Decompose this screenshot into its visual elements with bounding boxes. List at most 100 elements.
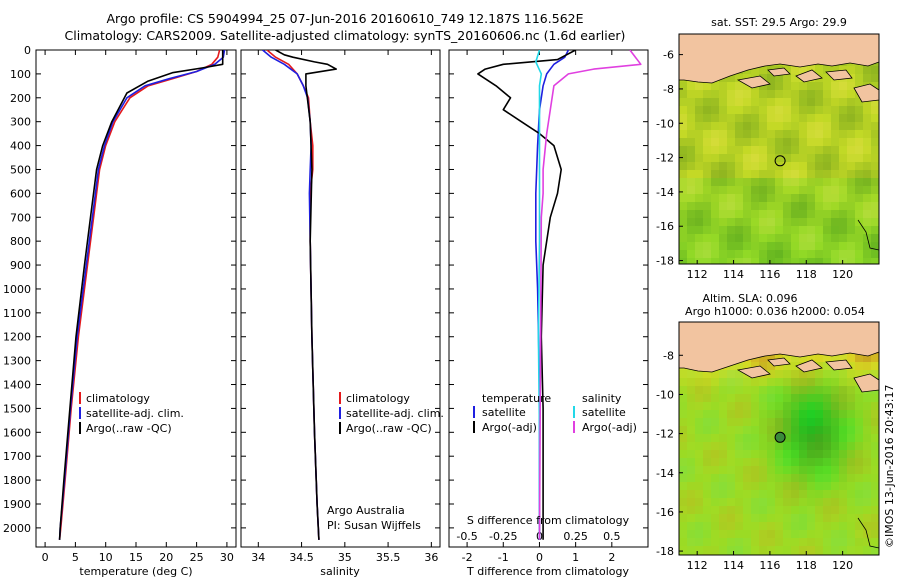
map-cell — [831, 418, 839, 426]
map-cell — [783, 98, 791, 106]
map-cell — [687, 426, 695, 434]
map-cell — [711, 218, 719, 226]
map-cell — [831, 258, 839, 264]
map-cell — [759, 122, 767, 130]
legend-label-climatology: climatology — [346, 392, 410, 405]
map-cell — [775, 202, 783, 210]
map-cell — [855, 66, 863, 74]
map-cell — [687, 482, 695, 490]
map-cell — [735, 154, 743, 162]
map-cell — [815, 210, 823, 218]
map-cell — [711, 514, 719, 522]
map-cell — [863, 426, 871, 434]
y-tick-label: 700 — [10, 211, 31, 224]
map-cell — [815, 538, 823, 546]
map-cell — [863, 250, 871, 258]
map-cell — [711, 186, 719, 194]
map-cell — [791, 66, 799, 74]
map-cell — [687, 178, 695, 186]
map-cell — [759, 498, 767, 506]
map-cell — [711, 178, 719, 186]
map-cell — [823, 210, 831, 218]
map-cell — [735, 514, 743, 522]
map-cell — [815, 218, 823, 226]
map-cell — [695, 106, 703, 114]
map-cell — [791, 426, 799, 434]
sla-map-frame — [678, 321, 880, 556]
map-cell — [831, 210, 839, 218]
map-cell — [695, 90, 703, 98]
map-cell — [855, 122, 863, 130]
map-cell — [735, 506, 743, 514]
map-cell — [727, 250, 735, 258]
salinity-xlabel: salinity — [320, 565, 360, 578]
map-cell — [695, 242, 703, 250]
map-cell — [799, 178, 807, 186]
map-cell — [719, 458, 727, 466]
y-tick-label: 500 — [10, 163, 31, 176]
map-cell — [847, 546, 855, 554]
map-cell — [743, 98, 751, 106]
map-cell — [799, 474, 807, 482]
map-cell — [863, 162, 871, 170]
map-cell — [831, 226, 839, 234]
map-cell — [807, 210, 815, 218]
map-cell — [703, 250, 711, 258]
map-cell — [815, 234, 823, 242]
map-cell — [743, 442, 751, 450]
map-cell — [767, 458, 775, 466]
legend-label-s-satellite: satellite — [582, 406, 626, 419]
map-cell — [847, 386, 855, 394]
map-cell — [839, 426, 847, 434]
map-cell — [807, 506, 815, 514]
map-cell — [719, 498, 727, 506]
map-cell — [711, 418, 719, 426]
map-cell — [871, 514, 879, 522]
x-tick-label: 35.5 — [376, 551, 401, 564]
map-cell — [695, 490, 703, 498]
map-cell — [711, 450, 719, 458]
map-cell — [743, 178, 751, 186]
map-cell — [711, 402, 719, 410]
map-cell — [863, 490, 871, 498]
map-cell — [727, 82, 735, 90]
map-cell — [735, 362, 743, 370]
map-cell — [735, 114, 743, 122]
map-cell — [871, 546, 879, 554]
map-cell — [783, 538, 791, 546]
map-cell — [775, 74, 783, 82]
y-tick-label: 0 — [24, 44, 31, 57]
map-cell — [679, 370, 687, 378]
map-cell — [863, 418, 871, 426]
map-cell — [735, 218, 743, 226]
map-cell — [855, 538, 863, 546]
map-cell — [783, 170, 791, 178]
map-cell — [687, 170, 695, 178]
map-cell — [791, 370, 799, 378]
map-cell — [775, 362, 783, 370]
map-cell — [759, 546, 767, 554]
map-cell — [679, 202, 687, 210]
map-cell — [815, 514, 823, 522]
map-cell — [791, 402, 799, 410]
map-cell — [743, 506, 751, 514]
y-tick-label: 1000 — [3, 283, 31, 296]
map-cell — [855, 162, 863, 170]
map-cell — [823, 490, 831, 498]
map-cell — [759, 434, 767, 442]
map-cell — [855, 130, 863, 138]
map-cell — [751, 234, 759, 242]
map-cell — [783, 226, 791, 234]
map-cell — [791, 226, 799, 234]
map-cell — [815, 546, 823, 554]
map-cell — [711, 546, 719, 554]
map-cell — [695, 258, 703, 264]
map-cell — [751, 114, 759, 122]
island — [767, 67, 791, 77]
y-tick-label: 400 — [10, 140, 31, 153]
map-cell — [815, 426, 823, 434]
map-cell — [743, 474, 751, 482]
map-cell — [695, 450, 703, 458]
map-cell — [775, 394, 783, 402]
map-cell — [863, 106, 871, 114]
